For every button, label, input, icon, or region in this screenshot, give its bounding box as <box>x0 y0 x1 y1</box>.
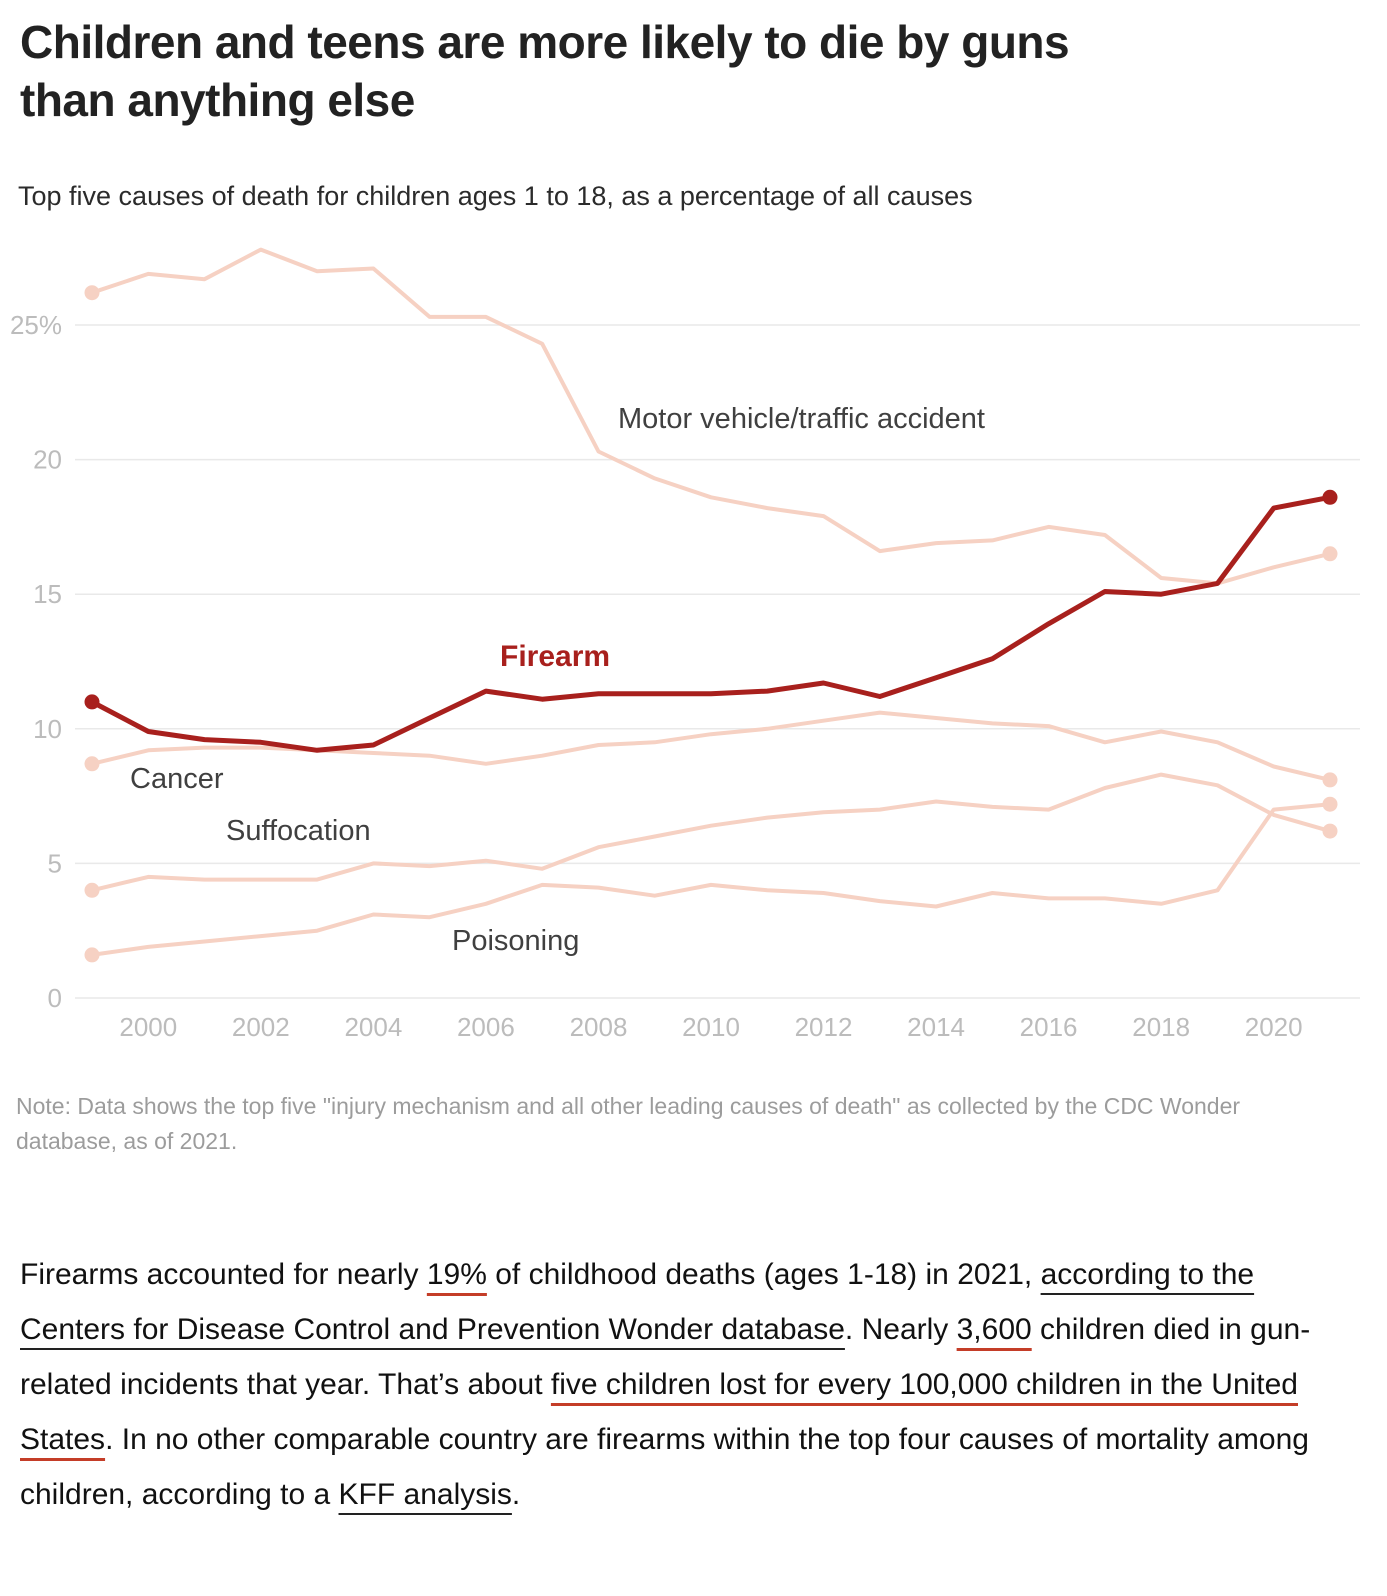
y-axis-tick: 0 <box>48 983 62 1013</box>
series-dot-firearm-start <box>84 694 100 710</box>
y-axis-tick: 5 <box>48 848 62 878</box>
y-axis-tick: 10 <box>33 714 62 744</box>
x-axis-tick: 2016 <box>1020 1012 1078 1042</box>
series-line-poisoning <box>90 802 1332 957</box>
paragraph-text: . In no other comparable country are fir… <box>20 1422 1309 1511</box>
label-suffocation: Suffocation <box>226 815 371 847</box>
series-dot-poisoning-start <box>84 947 100 963</box>
causes-of-death-line-chart: 0 5 10 15 20 25% 2000 2002 2004 2006 2008 2010 2012 2… <box>10 247 1360 1042</box>
x-axis-tick: 2006 <box>457 1012 515 1042</box>
paragraph-text: . <box>511 1477 521 1511</box>
series-dot-suffocation-start <box>84 882 100 898</box>
x-axis-tick: 2010 <box>682 1012 740 1042</box>
series-dot-motor-end <box>1322 546 1338 562</box>
y-axis-tick: 15 <box>33 579 62 609</box>
label-firearm: Firearm <box>500 640 610 673</box>
label-poisoning: Poisoning <box>452 925 579 957</box>
paragraph-text: children died in gun-related incidents t… <box>20 1312 1311 1401</box>
paragraph-text: . Nearly <box>844 1312 957 1346</box>
page-title-line1: Children and teens are more likely to di… <box>20 16 1070 68</box>
series-line-motor <box>90 247 1332 586</box>
x-axis-tick: 2018 <box>1132 1012 1190 1042</box>
x-axis-tick: 2020 <box>1245 1012 1303 1042</box>
paragraph-text: Firearms accounted for nearly <box>20 1257 427 1291</box>
y-axis-tick: 25% <box>10 310 62 340</box>
paragraph-link[interactable]: 19% <box>426 1257 487 1291</box>
x-axis-tick: 2008 <box>570 1012 628 1042</box>
x-axis-tick: 2012 <box>795 1012 853 1042</box>
source-note: Note: Data shows the top five "injury me… <box>16 1093 1241 1154</box>
y-axis-tick: 20 <box>33 445 62 475</box>
chart-subtitle: Top five causes of death for children ag… <box>18 181 973 211</box>
series-dot-cancer-start <box>84 756 100 772</box>
paragraph-text: of childhood deaths (ages 1-18) in 2021, <box>486 1257 1041 1291</box>
paragraph-link[interactable]: according to the Centers for Disease Con… <box>20 1257 1255 1346</box>
x-axis-tick: 2014 <box>907 1012 965 1042</box>
body-paragraph: Firearms accounted for nearly 19% of chi… <box>0 1189 1387 1566</box>
series-dot-firearm-end <box>1322 489 1338 505</box>
x-axis-tick: 2004 <box>344 1012 402 1042</box>
line-layer <box>84 247 1338 963</box>
x-axis-tick: 2000 <box>119 1012 177 1042</box>
paragraph-link[interactable]: KFF analysis <box>338 1477 512 1511</box>
series-line-suffocation <box>90 772 1332 893</box>
x-axis-tick: 2002 <box>232 1012 290 1042</box>
series-line-firearm <box>89 494 1333 753</box>
series-dot-suffocation-end <box>1322 823 1338 839</box>
page-title-line2: than anything else <box>20 73 415 126</box>
paragraph-link[interactable]: 3,600 <box>956 1312 1032 1346</box>
page-title: Children and teens are more likely to di… <box>0 0 1387 129</box>
label-cancer: Cancer <box>130 763 224 795</box>
series-dot-motor-start <box>84 285 100 301</box>
paragraph-link[interactable]: five children lost for every 100,000 chi… <box>20 1367 1298 1456</box>
label-motor-vehicle: Motor vehicle/traffic accident <box>618 403 985 435</box>
series-dot-poisoning-end <box>1322 796 1338 812</box>
series-dot-cancer-end <box>1322 772 1338 788</box>
label-layer: Motor vehicle/traffic accident Firearm C… <box>130 403 985 957</box>
